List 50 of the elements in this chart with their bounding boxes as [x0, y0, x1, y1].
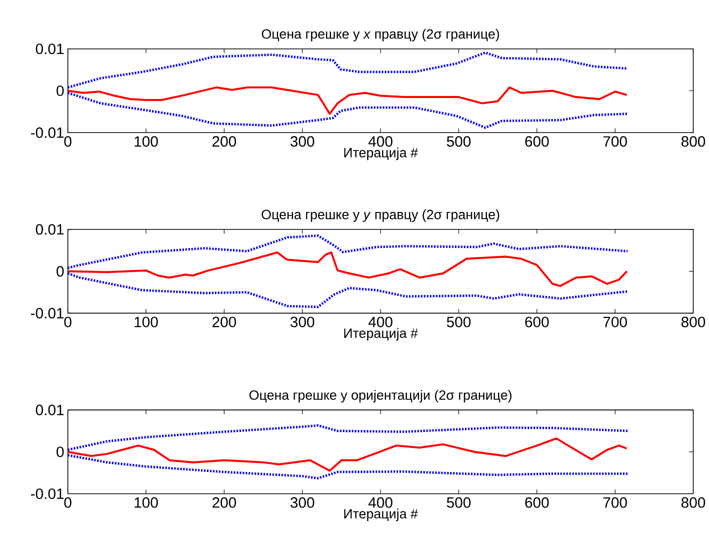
- y-tick-label: 0.01: [36, 224, 64, 235]
- x-tick-label: 800: [681, 136, 706, 147]
- x-tick-label: 200: [212, 316, 236, 328]
- y-tick-label: 0: [56, 266, 64, 277]
- x-tick-label: 400: [368, 316, 392, 328]
- x-tick-label: 0: [64, 136, 72, 147]
- line-series: [68, 234, 629, 270]
- line-series: [68, 454, 629, 480]
- x-tick-label: 100: [134, 497, 158, 508]
- x-tick-label: 200: [212, 497, 236, 508]
- x-tick-label: 700: [603, 136, 627, 147]
- line-series: [68, 424, 629, 452]
- line-series: [68, 272, 629, 308]
- y-tick-label: 0: [56, 446, 64, 458]
- chart-title: Оцена грешке у y правцу (2σ границе): [262, 210, 500, 222]
- x-tick-label: 400: [368, 497, 392, 508]
- x-tick-label: 700: [603, 316, 627, 328]
- line-series: [68, 52, 629, 89]
- x-tick-label: 500: [446, 497, 471, 508]
- y-tick-label: 0.01: [36, 404, 64, 416]
- line-series: [68, 252, 628, 288]
- x-tick-label: 200: [212, 136, 236, 147]
- x-tick-label: 800: [681, 316, 706, 328]
- y-tick-label: -0.01: [31, 128, 64, 138]
- x-tick-label: 300: [290, 497, 314, 508]
- line-series: [68, 92, 629, 130]
- x-tick-label: 500: [446, 136, 471, 147]
- line-series: [68, 438, 628, 472]
- x-tick-label: 400: [368, 136, 392, 147]
- x-axis-title: Итерација #: [344, 508, 418, 522]
- y-tick-label: -0.01: [31, 488, 64, 500]
- x-tick-label: 500: [446, 316, 471, 328]
- x-tick-label: 0: [64, 316, 72, 328]
- chart-title: Оцена грешке у оријентацији (2σ границе): [249, 390, 512, 403]
- x-tick-label: 600: [525, 136, 549, 147]
- y-tick-label: 0.01: [36, 44, 64, 54]
- x-tick-label: 100: [134, 136, 158, 147]
- x-tick-label: 800: [681, 497, 706, 508]
- x-tick-label: 300: [290, 316, 314, 328]
- x-tick-label: 100: [134, 316, 158, 328]
- y-tick-label: 0: [56, 86, 64, 96]
- x-axis-title: Итерација #: [344, 328, 418, 341]
- x-tick-label: 300: [290, 136, 314, 147]
- x-tick-label: 600: [525, 497, 549, 508]
- x-tick-label: 700: [603, 497, 627, 508]
- y-tick-label: -0.01: [31, 308, 64, 319]
- x-tick-label: 600: [525, 316, 549, 328]
- x-tick-label: 0: [64, 497, 72, 508]
- chart-title: Оцена грешке у x правцу (2σ границе): [262, 29, 500, 42]
- x-axis-title: Итерација #: [344, 148, 418, 160]
